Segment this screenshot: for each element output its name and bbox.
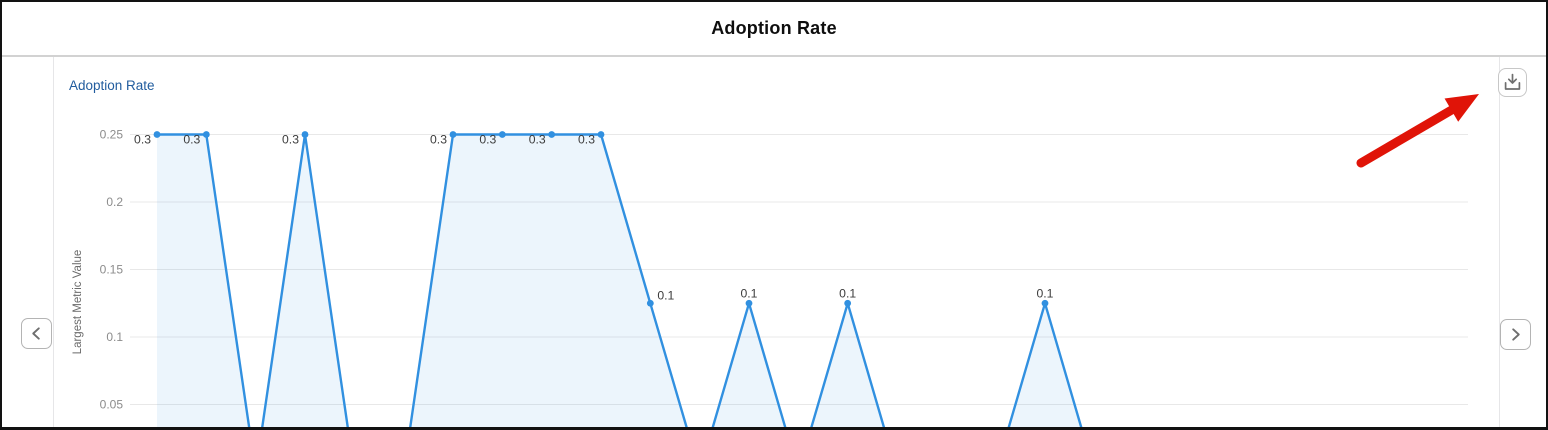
y-axis-title: Largest Metric Value [72,250,84,355]
previous-chart-button[interactable] [21,318,52,349]
red-arrow-head [1444,94,1479,122]
y-tick-label: 0.25 [100,128,124,142]
panel-right-border [1499,57,1500,427]
data-point-label: 0.1 [741,286,758,300]
y-tick-label: 0.1 [106,330,123,344]
page-title: Adoption Rate [711,18,837,38]
data-point-label: 0.3 [529,133,546,147]
y-tick-label: 0.05 [100,398,124,412]
series-line [155,133,1083,427]
data-point-marker [844,299,852,307]
data-point-marker [745,299,753,307]
chevron-right-icon [1512,328,1520,341]
red-arrow-shaft [1356,104,1458,168]
y-tick-label: 0.15 [100,263,124,277]
data-point-label: 0.3 [282,133,299,147]
data-point-marker [1041,299,1049,307]
data-point-label: 0.3 [479,133,496,147]
data-point-marker [548,131,556,138]
data-point-label: 0.1 [657,288,674,302]
dashboard-content: 0.05 0.1 0.15 0.2 0.25 Largest Metric Value 0.… [2,57,1546,427]
chart-title-link[interactable]: Adoption Rate [69,78,155,93]
data-point-marker [646,299,654,307]
data-point-marker [449,131,457,138]
y-tick-label: 0.2 [106,195,123,209]
data-point-label: 0.1 [1037,286,1054,300]
data-point-label: 0.3 [183,133,200,147]
data-point-marker [498,131,506,138]
data-point-marker [301,131,309,138]
chevron-left-icon [32,327,40,340]
download-icon [1504,73,1521,90]
data-point-marker [597,131,605,138]
data-point-label: 0.3 [430,133,447,147]
data-point-marker [153,131,161,138]
data-point-label: 0.3 [578,133,595,147]
data-point-label: 0.3 [134,133,151,147]
next-chart-button[interactable] [1500,319,1531,350]
data-point-label: 0.1 [839,286,856,300]
data-point-marker [202,131,210,138]
page-header: Adoption Rate [2,2,1546,57]
panel-left-border [53,57,54,427]
series-area [157,134,1082,427]
download-button[interactable] [1498,68,1527,97]
